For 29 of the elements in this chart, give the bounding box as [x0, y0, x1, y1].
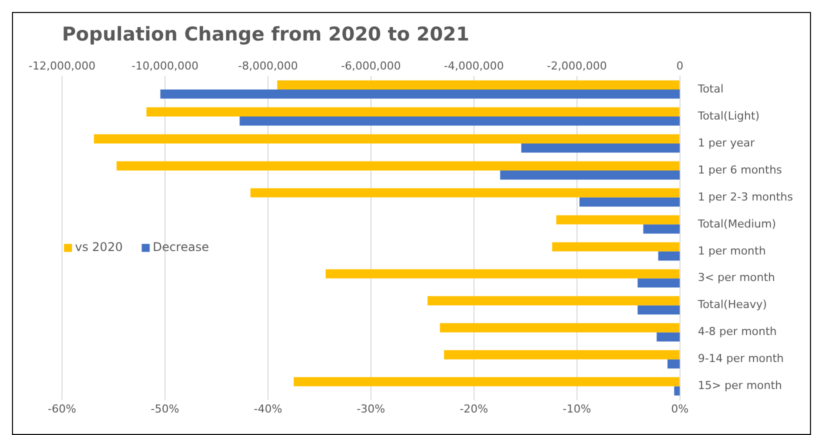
x-tick-label: -30% — [356, 402, 386, 416]
x2-tick-label: -12,000,000 — [28, 59, 96, 72]
x2-tick-label: -6,000,000 — [340, 59, 401, 72]
x-tick-label: -60% — [48, 402, 76, 416]
x-tick-label: -20% — [460, 402, 488, 416]
y-tick-label: Total — [696, 82, 724, 96]
y-tick-label: Total(Medium) — [696, 217, 776, 230]
x2-tick-label: -8,000,000 — [238, 59, 298, 72]
y-tick-label: 1 per 2-3 months — [698, 190, 794, 204]
legend-label: Decrease — [152, 240, 209, 254]
y-tick-label: 9-14 per month — [698, 352, 784, 366]
x-tick-label: 0% — [671, 402, 689, 416]
y-tick-label: 4-8 per month — [698, 325, 777, 338]
y-tick-label: 1 per 6 months — [698, 163, 782, 176]
y-tick-label: 3< per month — [698, 271, 776, 284]
x-tick-label: -10% — [562, 402, 592, 416]
x2-tick-label: -2,000,000 — [546, 59, 607, 72]
y-tick-label: 1 per month — [698, 244, 766, 258]
x-tick-label: -40% — [254, 402, 282, 416]
legend-label: vs 2020 — [75, 240, 123, 254]
y-tick-label: 1 per year — [698, 136, 756, 150]
y-tick-label: 15> per month — [698, 379, 782, 392]
y-tick-label: Total(Light) — [696, 109, 760, 122]
x2-tick-label: 0 — [676, 59, 684, 72]
x2-tick-label: -4,000,000 — [444, 59, 504, 72]
chart-title: Population Change from 2020 to 2021 — [62, 23, 470, 46]
y-tick-label: Total(Heavy) — [696, 298, 767, 312]
x2-tick-label: -10,000,000 — [131, 59, 198, 72]
x-tick-label: -50% — [150, 402, 180, 416]
